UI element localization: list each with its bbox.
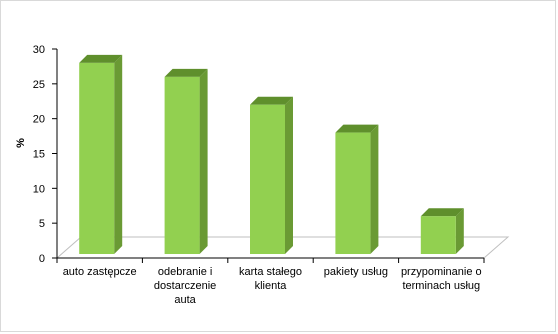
x-category-label-line: odebranie i	[158, 266, 212, 278]
x-category-label-line: terminach usług	[402, 280, 480, 292]
bar-top	[420, 208, 464, 217]
bar	[335, 124, 379, 254]
x-category-label-line: pakiety usług	[324, 266, 388, 278]
bar-top	[335, 124, 379, 133]
x-category-label-line: klienta	[255, 280, 288, 292]
bar-side	[285, 96, 293, 254]
bar-side	[114, 54, 123, 254]
bar-side	[370, 124, 379, 254]
bar-front	[79, 62, 115, 254]
bar-top	[79, 54, 123, 63]
x-category-label-line: dostarczenie	[154, 280, 216, 292]
x-category-label-line: przypominanie o	[401, 266, 482, 278]
y-tick-label: 5	[39, 218, 45, 230]
bar	[250, 96, 293, 254]
y-tick-label: 20	[33, 114, 45, 126]
y-tick-label: 25	[33, 79, 45, 91]
bar-front	[164, 76, 200, 254]
bar-side	[199, 68, 208, 254]
bar-side	[455, 208, 464, 254]
y-axis-label: %	[15, 138, 27, 148]
bar-front	[420, 216, 456, 254]
bar	[164, 68, 208, 254]
x-category-label: odebranie i dostarczenie auta	[154, 266, 216, 306]
x-category-label-line: auta	[174, 294, 196, 306]
x-category-label: pakiety usług	[324, 266, 388, 278]
bar-front	[250, 104, 285, 254]
y-tick-label: 15	[33, 149, 45, 161]
x-category-label-line: karta stałego	[239, 266, 302, 278]
y-tick-label: 30	[33, 44, 45, 56]
x-category-label: karta stałego klienta	[239, 266, 302, 292]
bar	[420, 208, 464, 254]
y-tick-label: 0	[39, 253, 45, 265]
bar-front	[335, 132, 371, 254]
bar	[79, 54, 123, 254]
x-category-label-line: auto zastępcze	[63, 266, 137, 278]
x-category-label: przypominanie o terminach usług	[401, 266, 482, 292]
bar-top	[164, 68, 208, 77]
bar-top	[250, 96, 293, 105]
y-tick-label: 10	[33, 183, 45, 195]
x-category-label: auto zastępcze	[63, 266, 137, 278]
